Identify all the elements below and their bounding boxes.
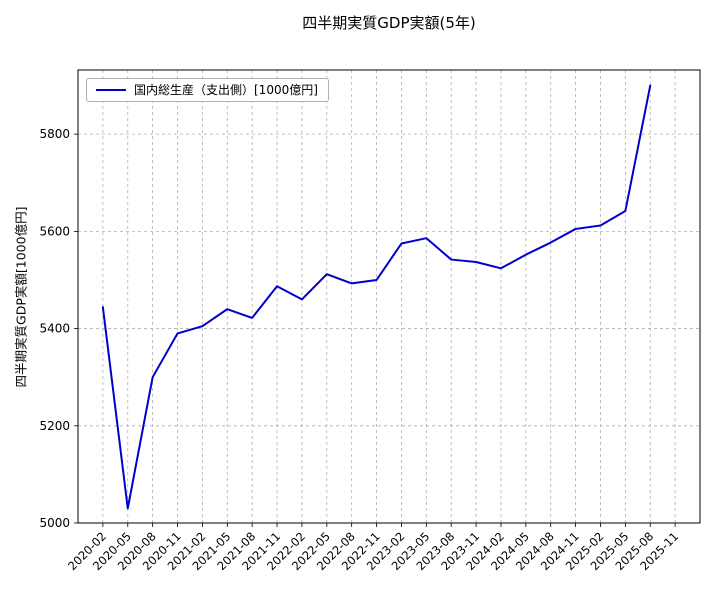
y-tick-label: 5200	[39, 419, 70, 433]
y-tick-label: 5800	[39, 127, 70, 141]
legend: 国内総生産（支出側）[1000億円]	[86, 78, 329, 102]
legend-line-sample	[96, 89, 126, 91]
y-tick-label: 5000	[39, 516, 70, 530]
y-tick-label: 5600	[39, 224, 70, 238]
y-tick-label: 5400	[39, 322, 70, 336]
axes-frame	[77, 69, 701, 524]
gdp-line	[101, 84, 652, 510]
chart-title: 四半期実質GDP実額(5年)	[302, 14, 476, 32]
legend-label: 国内総生産（支出側）[1000億円]	[134, 83, 318, 97]
